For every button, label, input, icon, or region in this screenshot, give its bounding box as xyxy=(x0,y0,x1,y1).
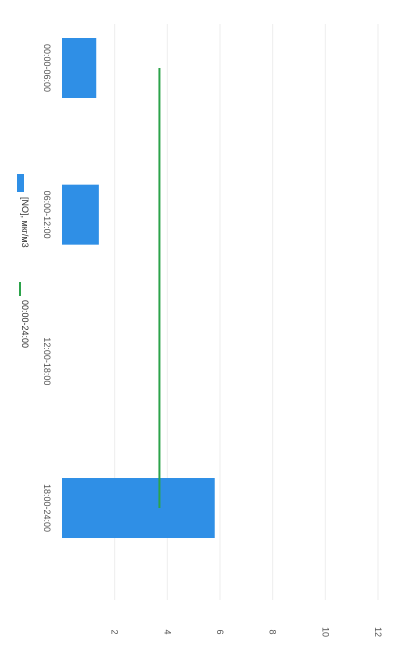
category-tick-label: 12:00-18:00 xyxy=(42,337,52,385)
value-tick-labels: 2 4 6 8 10 12 xyxy=(110,627,383,637)
bar xyxy=(62,38,97,98)
value-tick-label: 6 xyxy=(215,629,225,634)
value-tick-label: 2 xyxy=(110,629,120,634)
category-tick-label: 00:00-06:00 xyxy=(42,44,52,92)
value-tick-label: 10 xyxy=(320,627,330,637)
bar xyxy=(62,184,99,245)
value-tick-label: 4 xyxy=(162,629,172,634)
category-labels: 00:00-06:00 06:00-12:00 12:00-18:00 18:00-2… xyxy=(42,44,52,532)
bar-series xyxy=(62,38,215,539)
category-tick-label: 06:00-12:00 xyxy=(42,191,52,239)
legend: [NO], мкг/м3 00:00-24:00 xyxy=(17,174,30,348)
legend-label: 00:00-24:00 xyxy=(20,300,30,348)
legend-swatch-bar xyxy=(17,174,24,192)
value-tick-label: 12 xyxy=(373,627,383,637)
bar xyxy=(62,478,215,539)
legend-label: [NO], мкг/м3 xyxy=(20,197,30,248)
value-tick-label: 8 xyxy=(268,629,278,634)
category-tick-label: 18:00-24:00 xyxy=(42,484,52,532)
